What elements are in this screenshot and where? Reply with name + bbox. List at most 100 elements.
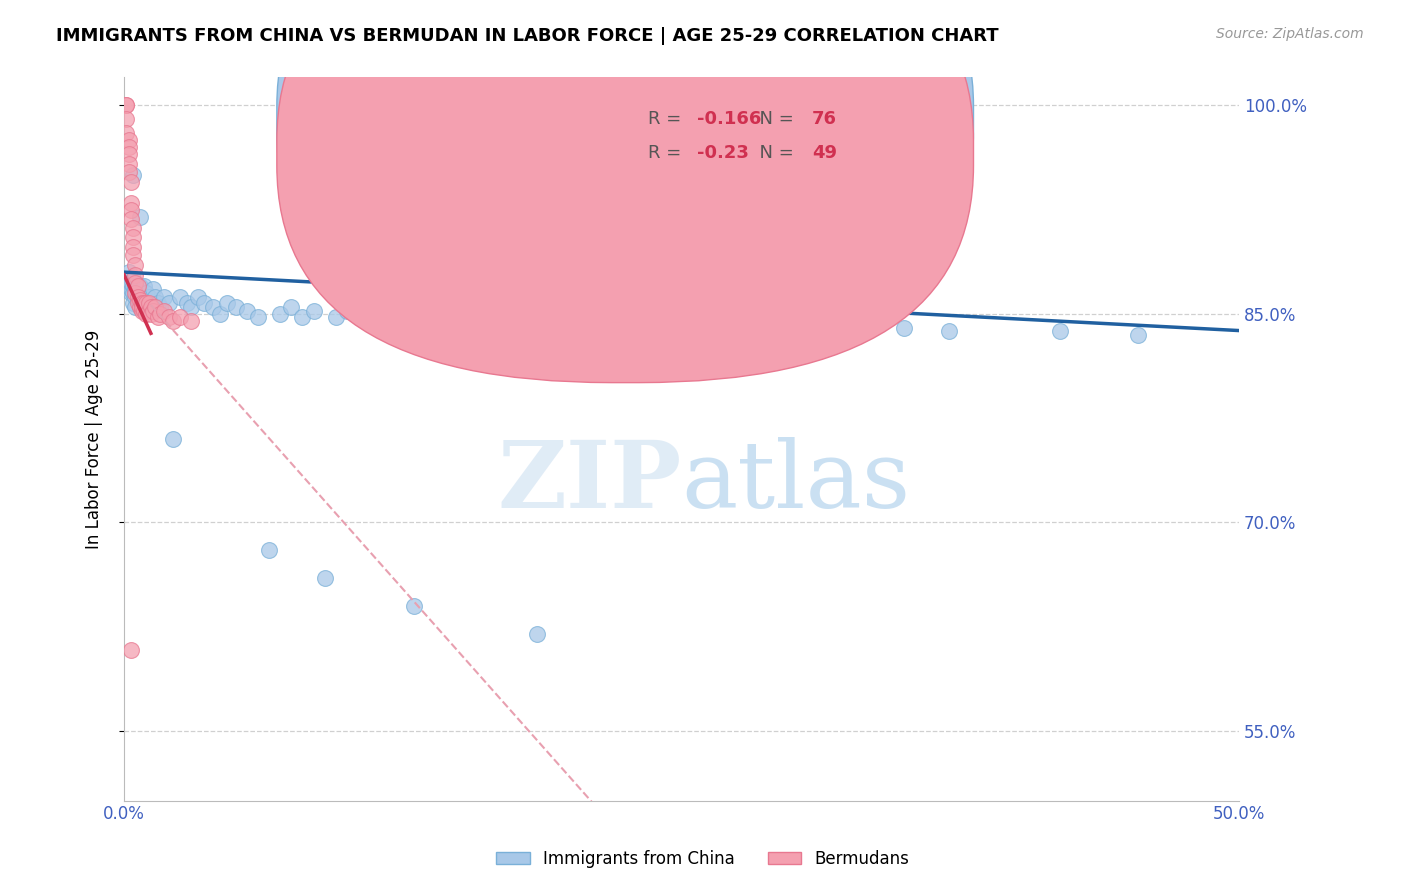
Point (893, 320, 915, 334)
Point (146, 295, 169, 310)
Point (134, 279, 156, 293)
Point (120, 279, 142, 293)
Point (128, 300, 150, 314)
Point (128, 300, 150, 314)
Point (124, 282, 146, 296)
Point (359, 310, 381, 324)
Point (115, 98, 138, 112)
Point (215, 295, 238, 310)
Point (135, 285, 157, 300)
Point (143, 300, 166, 314)
Point (120, 277, 142, 291)
Point (193, 295, 215, 310)
Legend: Immigrants from China, Bermudans: Immigrants from China, Bermudans (489, 844, 917, 875)
Point (235, 304, 257, 318)
Text: N =: N = (748, 111, 800, 128)
Point (124, 300, 146, 314)
Point (131, 295, 153, 310)
Point (122, 168, 145, 182)
Point (122, 230, 145, 244)
Text: ZIP: ZIP (498, 437, 682, 527)
Point (176, 295, 198, 310)
Point (162, 314, 184, 328)
Point (124, 290, 146, 304)
Text: IMMIGRANTS FROM CHINA VS BERMUDAN IN LABOR FORCE | AGE 25-29 CORRELATION CHART: IMMIGRANTS FROM CHINA VS BERMUDAN IN LAB… (56, 27, 998, 45)
Text: -0.166: -0.166 (697, 111, 762, 128)
Point (131, 290, 153, 304)
Point (117, 265, 139, 279)
Point (120, 202, 142, 217)
Point (122, 248, 145, 262)
Point (115, 126, 138, 140)
Point (122, 295, 145, 310)
Point (827, 314, 849, 328)
Point (124, 277, 146, 291)
Point (269, 307, 291, 321)
Point (128, 884, 150, 892)
Point (115, 98, 138, 112)
Point (257, 543, 280, 558)
Point (127, 290, 149, 304)
Point (208, 307, 231, 321)
Point (302, 304, 325, 318)
Point (128, 279, 150, 293)
Point (131, 282, 153, 296)
Point (153, 304, 176, 318)
Point (157, 295, 180, 310)
Point (120, 279, 142, 293)
Point (117, 156, 139, 170)
Point (135, 307, 157, 321)
Point (127, 290, 149, 304)
Point (146, 310, 169, 324)
Point (135, 300, 157, 314)
Point (142, 282, 165, 296)
FancyBboxPatch shape (277, 0, 973, 349)
Point (693, 320, 716, 334)
Text: R =: R = (648, 145, 688, 162)
FancyBboxPatch shape (595, 88, 918, 186)
Point (139, 300, 162, 314)
Point (124, 285, 146, 300)
Point (142, 304, 165, 318)
Point (124, 279, 146, 293)
Point (1049, 324, 1071, 338)
Point (128, 293, 150, 307)
Point (169, 310, 191, 324)
Text: 49: 49 (811, 145, 837, 162)
Point (115, 112, 138, 127)
Point (603, 314, 626, 328)
Point (280, 300, 302, 314)
Point (1128, 327, 1150, 342)
Text: atlas: atlas (682, 437, 911, 527)
Point (122, 240, 145, 254)
Point (291, 310, 314, 324)
Point (381, 307, 404, 321)
Point (526, 626, 548, 640)
Point (122, 220, 145, 235)
Point (120, 212, 142, 227)
Point (134, 293, 156, 307)
Point (117, 147, 139, 161)
Point (124, 268, 146, 282)
Point (314, 571, 336, 585)
Point (648, 318, 671, 332)
Point (124, 258, 146, 272)
Point (759, 324, 782, 338)
Point (120, 175, 142, 189)
Point (225, 300, 247, 314)
Point (325, 310, 347, 324)
Point (127, 295, 149, 310)
Point (138, 295, 160, 310)
Point (425, 314, 447, 328)
Point (162, 432, 184, 446)
Point (402, 599, 425, 613)
Text: -0.23: -0.23 (697, 145, 749, 162)
Point (470, 314, 492, 328)
Point (447, 307, 470, 321)
Point (127, 293, 149, 307)
Y-axis label: In Labor Force | Age 25-29: In Labor Force | Age 25-29 (86, 329, 103, 549)
Point (131, 304, 153, 318)
Point (138, 304, 160, 318)
FancyBboxPatch shape (277, 0, 973, 383)
Point (143, 290, 166, 304)
